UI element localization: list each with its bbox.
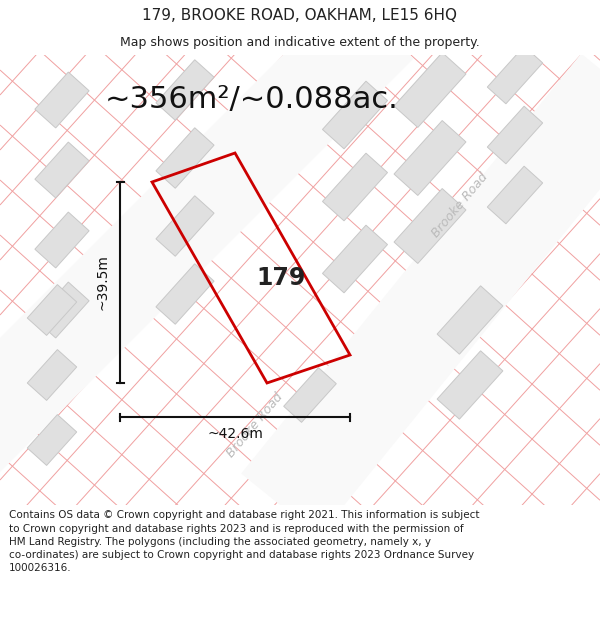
Polygon shape: [27, 414, 77, 466]
Text: 179, BROOKE ROAD, OAKHAM, LE15 6HQ: 179, BROOKE ROAD, OAKHAM, LE15 6HQ: [143, 8, 458, 23]
Text: ~356m²/~0.088ac.: ~356m²/~0.088ac.: [105, 85, 399, 114]
Polygon shape: [394, 52, 466, 127]
Polygon shape: [156, 196, 214, 256]
Polygon shape: [322, 225, 388, 293]
Polygon shape: [156, 60, 214, 120]
Polygon shape: [27, 284, 77, 336]
Polygon shape: [241, 54, 600, 536]
Polygon shape: [35, 282, 89, 338]
Text: Brooke Road: Brooke Road: [224, 390, 286, 460]
Text: ~42.6m: ~42.6m: [207, 427, 263, 441]
Polygon shape: [487, 106, 542, 164]
Polygon shape: [35, 212, 89, 268]
Polygon shape: [156, 264, 214, 324]
Polygon shape: [284, 368, 337, 423]
Polygon shape: [394, 121, 466, 196]
Polygon shape: [437, 351, 503, 419]
Polygon shape: [487, 166, 542, 224]
Text: ~39.5m: ~39.5m: [96, 254, 110, 311]
Polygon shape: [322, 153, 388, 221]
Polygon shape: [156, 127, 214, 188]
Polygon shape: [322, 81, 388, 149]
Polygon shape: [394, 189, 466, 264]
Text: 179: 179: [256, 266, 305, 290]
Text: Brooke Road: Brooke Road: [430, 170, 491, 240]
Polygon shape: [0, 0, 413, 489]
Text: Map shows position and indicative extent of the property.: Map shows position and indicative extent…: [120, 36, 480, 49]
Text: Contains OS data © Crown copyright and database right 2021. This information is : Contains OS data © Crown copyright and d…: [9, 511, 479, 573]
Polygon shape: [437, 286, 503, 354]
Polygon shape: [487, 46, 542, 104]
Polygon shape: [35, 142, 89, 198]
Polygon shape: [27, 349, 77, 401]
Polygon shape: [35, 72, 89, 128]
